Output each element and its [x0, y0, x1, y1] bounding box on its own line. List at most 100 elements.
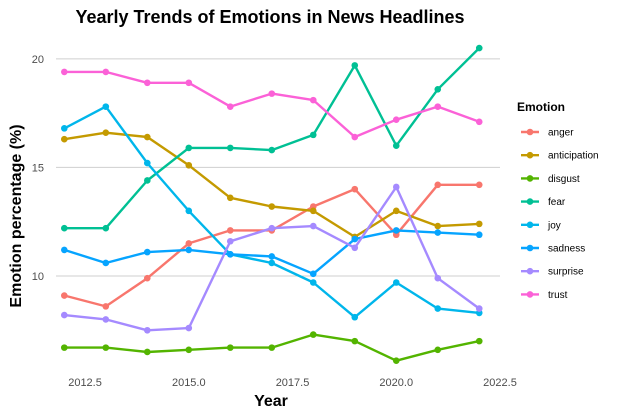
data-point-anticipation — [143, 133, 151, 141]
data-point-surprise — [102, 316, 110, 323]
data-point-anticipation — [309, 207, 317, 215]
series-line-sadness — [63, 229, 481, 275]
data-point-surprise — [143, 326, 151, 334]
data-point-disgust — [351, 337, 359, 345]
legend-swatch-point — [526, 175, 534, 182]
x-axis-ticks: 2012.5 2015.0 2017.5 2020.0 2022.5 — [68, 377, 517, 389]
x-tick-label: 2022.5 — [483, 377, 517, 389]
legend-item-anger: anger — [521, 128, 574, 139]
series-fear — [60, 44, 483, 232]
x-axis-label: Year — [254, 393, 288, 410]
y-tick-label: 20 — [32, 54, 44, 66]
data-point-surprise — [268, 224, 276, 232]
legend-item-sadness: sadness — [521, 244, 585, 255]
data-point-joy — [268, 259, 276, 267]
data-point-surprise — [475, 305, 483, 312]
data-point-fear — [102, 224, 110, 232]
y-axis-ticks: 10 15 20 — [32, 54, 44, 283]
legend-swatch-point — [526, 291, 534, 298]
data-point-disgust — [434, 346, 442, 354]
data-point-trust — [268, 90, 276, 97]
legend-label: joy — [547, 220, 561, 231]
data-point-trust — [143, 79, 151, 87]
series-anger — [60, 181, 483, 310]
legend-item-trust: trust — [521, 290, 568, 301]
data-point-anticipation — [185, 161, 193, 169]
data-point-joy — [60, 125, 68, 132]
series-line-fear — [63, 46, 481, 230]
legend-swatch-point — [526, 128, 534, 136]
data-point-disgust — [102, 344, 110, 351]
legend-title: Emotion — [517, 100, 565, 114]
data-point-trust — [392, 116, 400, 123]
data-point-sadness — [351, 235, 359, 243]
legend-label: sadness — [548, 244, 585, 255]
data-point-sadness — [268, 253, 276, 260]
data-point-joy — [143, 159, 151, 167]
legend-label: disgust — [548, 174, 580, 185]
series-sadness — [60, 227, 483, 278]
chart-title: Yearly Trends of Emotions in News Headli… — [75, 7, 464, 27]
series-trust — [60, 68, 483, 141]
data-point-sadness — [434, 229, 442, 236]
data-point-sadness — [309, 270, 317, 278]
data-point-joy — [185, 207, 193, 215]
legend-swatch-point — [526, 198, 534, 205]
data-point-trust — [475, 118, 483, 126]
data-point-trust — [185, 79, 193, 87]
data-point-surprise — [60, 311, 68, 319]
legend-item-joy: joy — [521, 220, 561, 231]
data-point-surprise — [185, 324, 193, 332]
series-group — [60, 44, 483, 364]
data-point-surprise — [434, 274, 442, 282]
data-point-sadness — [392, 227, 400, 234]
data-point-disgust — [392, 357, 400, 364]
data-point-disgust — [185, 346, 193, 354]
x-tick-label: 2012.5 — [68, 377, 102, 389]
data-point-surprise — [351, 244, 359, 252]
legend-label: anger — [548, 128, 574, 139]
data-point-fear — [309, 131, 317, 139]
data-point-anticipation — [392, 207, 400, 215]
data-point-disgust — [60, 344, 68, 351]
data-point-anticipation — [102, 129, 110, 136]
series-surprise — [60, 183, 483, 334]
data-point-surprise — [309, 222, 317, 230]
data-point-anger — [475, 181, 483, 189]
legend-item-fear: fear — [521, 197, 566, 208]
series-line-trust — [63, 70, 481, 139]
data-point-anger — [185, 240, 193, 247]
data-point-sadness — [60, 246, 68, 254]
legend-label: fear — [548, 197, 566, 208]
data-point-anger — [143, 274, 151, 282]
grid — [56, 58, 500, 277]
legend-swatch-point — [526, 244, 534, 252]
legend-items: anger anticipation disgust fear joy sadness su… — [521, 128, 599, 301]
data-point-anticipation — [434, 222, 442, 230]
data-point-fear — [143, 177, 151, 184]
series-anticipation — [60, 129, 483, 241]
data-point-trust — [102, 68, 110, 76]
data-point-joy — [102, 103, 110, 110]
data-point-trust — [226, 103, 234, 110]
data-point-trust — [434, 103, 442, 110]
data-point-fear — [392, 142, 400, 150]
data-point-joy — [392, 279, 400, 286]
data-point-joy — [434, 305, 442, 312]
data-point-trust — [60, 68, 68, 76]
legend-label: surprise — [548, 267, 584, 278]
data-point-disgust — [226, 344, 234, 351]
y-tick-label: 10 — [32, 271, 44, 283]
legend-item-surprise: surprise — [521, 267, 584, 278]
data-point-trust — [309, 96, 317, 104]
legend: Emotion anger anticipation disgust fear joy s… — [517, 100, 599, 301]
data-point-anger — [60, 292, 68, 299]
data-point-sadness — [185, 246, 193, 254]
data-point-fear — [226, 144, 234, 152]
series-line-joy — [63, 105, 481, 319]
data-point-joy — [351, 313, 359, 321]
legend-label: anticipation — [548, 151, 599, 162]
x-tick-label: 2017.5 — [276, 377, 310, 389]
data-point-anger — [351, 185, 359, 193]
